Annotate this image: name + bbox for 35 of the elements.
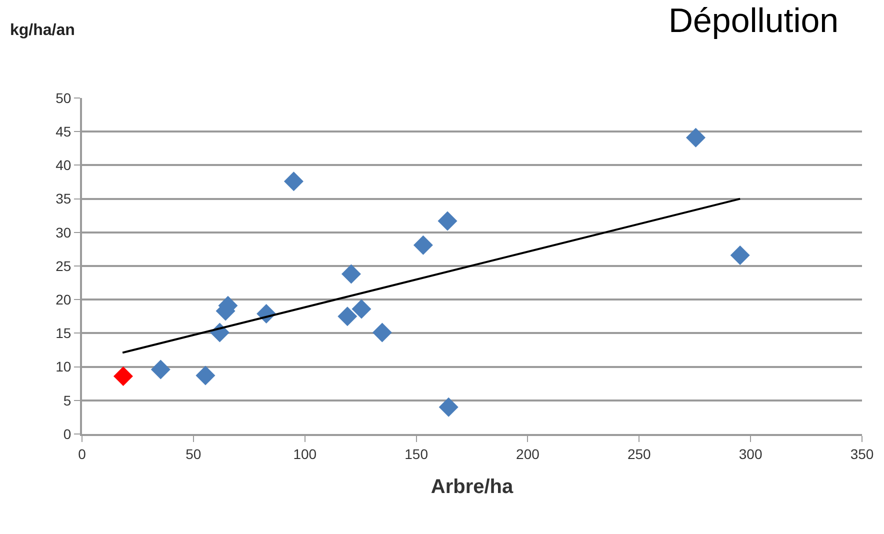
point: [438, 397, 458, 417]
point: [372, 322, 392, 342]
x-tick-label: 250: [627, 446, 652, 462]
y-tick-label: 10: [56, 358, 72, 375]
chart-title: Dépollution: [668, 2, 839, 40]
y-tick-label: 5: [63, 392, 72, 408]
y-tick-label: 0: [63, 426, 72, 442]
x-tick-label: 50: [186, 446, 202, 462]
point: [113, 366, 133, 386]
point: [352, 299, 372, 319]
point: [338, 306, 358, 326]
point: [438, 211, 458, 231]
x-tick-label: 100: [293, 446, 317, 462]
y-tick-label: 25: [56, 258, 72, 274]
x-axis-title: Arbre/ha: [430, 476, 514, 498]
y-tick-label: 50: [56, 90, 72, 106]
x-tick-label: 0: [78, 446, 86, 462]
point: [686, 128, 706, 148]
point: [196, 366, 216, 386]
point: [150, 360, 170, 380]
y-tick-label: 30: [56, 224, 72, 240]
y-tick-label: 35: [56, 190, 72, 207]
y-tick-label: 45: [56, 124, 72, 140]
point: [413, 235, 433, 255]
x-tick-label: 200: [516, 446, 540, 462]
x-tick-label: 300: [738, 446, 762, 462]
y-tick-label: 40: [56, 157, 72, 174]
x-tick-label: 350: [850, 446, 874, 462]
y-tick-label: 15: [56, 325, 72, 342]
point: [341, 264, 361, 284]
point: [284, 172, 304, 192]
y-axis-title: kg/ha/an: [10, 22, 75, 39]
y-tick-label: 20: [56, 292, 72, 308]
point: [730, 246, 750, 265]
x-tick-label: 150: [404, 446, 428, 462]
